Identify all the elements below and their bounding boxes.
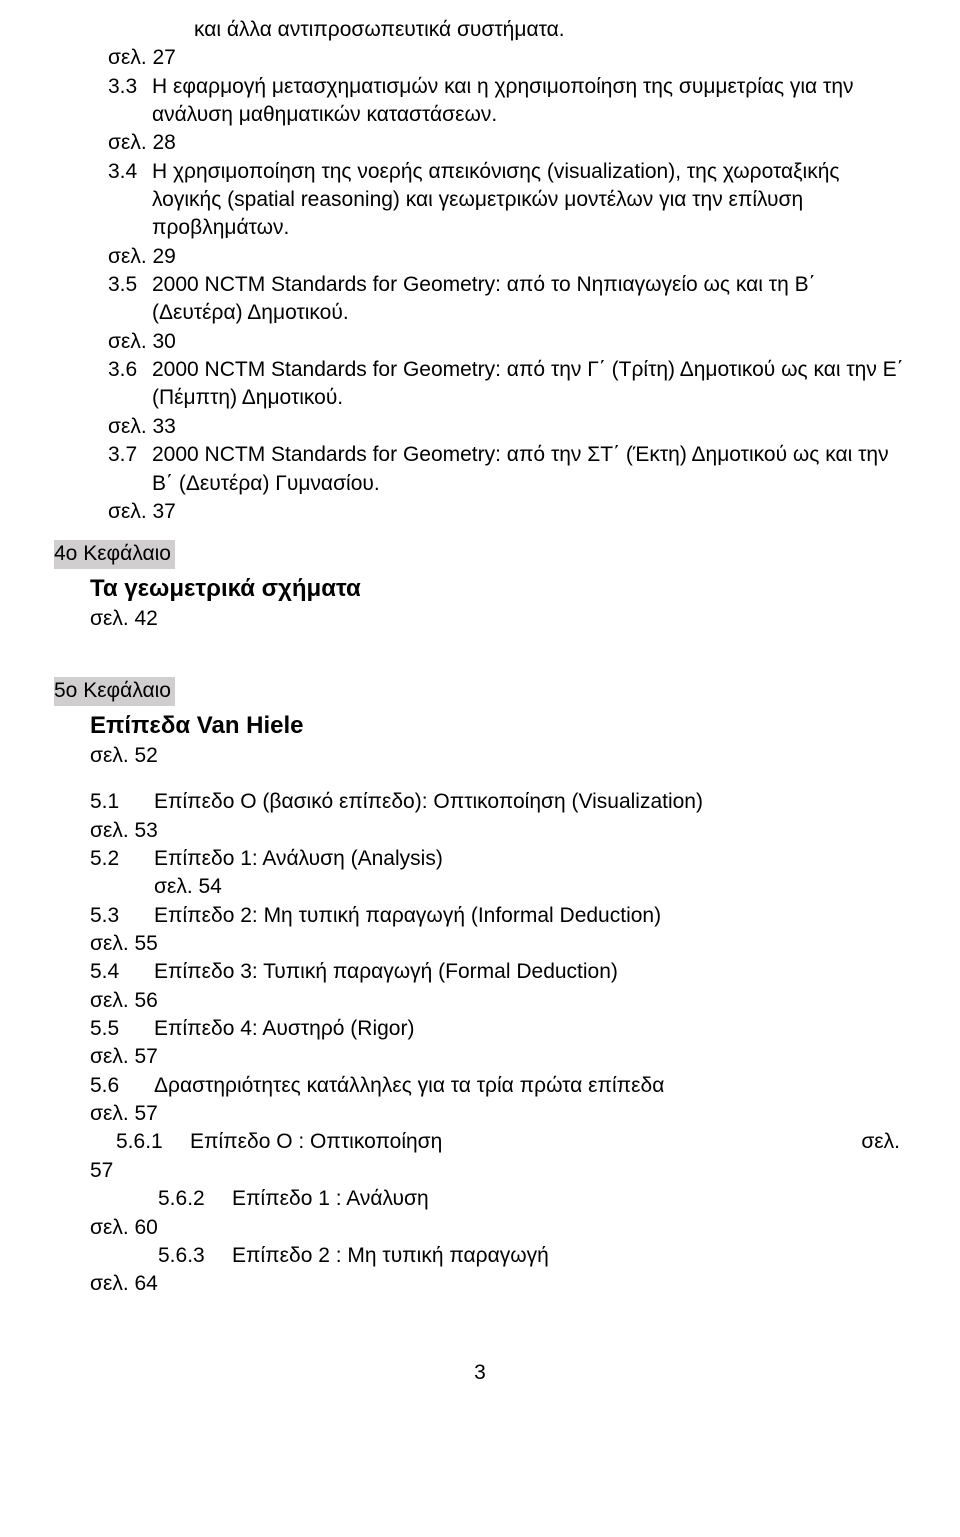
toc-entry-number: 3.7 (108, 441, 152, 498)
toc-entry: 5.6.2 Επίπεδο 1 : Ανάλυση σελ. 60 (90, 1185, 906, 1242)
toc-entry-text: Επίπεδο Ο : Οπτικοποίηση (190, 1128, 861, 1156)
toc-entry-page: σελ. 30 (108, 328, 906, 356)
toc-entry-tail: και άλλα αντιπροσωπευτικά συστήματα. σελ… (108, 16, 906, 73)
toc-entry: 5.6.1 Επίπεδο Ο : Οπτικοποίηση σελ. 57 (90, 1128, 906, 1185)
toc-entry-text: 2000 NCTM Standards for Geometry: από το… (152, 271, 906, 328)
toc-entry-page: σελ. 64 (90, 1270, 906, 1298)
toc-entry: 3.6 2000 NCTM Standards for Geometry: απ… (108, 356, 906, 441)
toc-entry-text: Η εφαρμογή μετασχηματισμών και η χρησιμο… (152, 73, 906, 130)
toc-entry-text: Επίπεδο Ο (βασικό επίπεδο): Οπτικοποίηση… (154, 788, 906, 816)
toc-entry-number: 3.5 (108, 271, 152, 328)
toc-entry-page: σελ. 33 (108, 413, 906, 441)
toc-entry: 3.3 Η εφαρμογή μετασχηματισμών και η χρη… (108, 73, 906, 158)
toc-entry-page: 57 (90, 1157, 906, 1185)
toc-entry-number: 5.6.3 (158, 1242, 232, 1270)
toc-entry-text: Επίπεδο 2 : Μη τυπική παραγωγή (232, 1242, 906, 1270)
chapter-page: σελ. 52 (90, 742, 906, 770)
toc-entry-page-right: σελ. (861, 1128, 906, 1156)
toc-entry-page: σελ. 53 (90, 817, 906, 845)
section-3-continuation: και άλλα αντιπροσωπευτικά συστήματα. σελ… (108, 16, 906, 526)
toc-entry-text: Επίπεδο 1 : Ανάλυση (232, 1185, 906, 1213)
toc-entry-number: 5.6.2 (158, 1185, 232, 1213)
toc-entry-text: Επίπεδο 2: Μη τυπική παραγωγή (Informal … (154, 902, 906, 930)
toc-entry-number: 5.1 (90, 788, 154, 816)
chapter-label: 4ο Κεφάλαιο (54, 540, 175, 568)
chapter-5-subsections: 5.1 Επίπεδο Ο (βασικό επίπεδο): Οπτικοπο… (90, 788, 906, 1298)
toc-entry: 5.4 Επίπεδο 3: Τυπική παραγωγή (Formal D… (90, 958, 906, 1015)
chapter-title: Τα γεωμετρικά σχήματα (90, 573, 906, 605)
toc-entry-page: σελ. 37 (108, 498, 906, 526)
chapter-title: Επίπεδα Van Hiele (90, 710, 906, 742)
chapter-4: 4ο Κεφάλαιο Τα γεωμετρικά σχήματα σελ. 4… (54, 526, 906, 633)
toc-entry: 5.5 Επίπεδο 4: Αυστηρό (Rigor) σελ. 57 (90, 1015, 906, 1072)
toc-entry-number: 3.6 (108, 356, 152, 413)
toc-entry-page: σελ. 56 (90, 987, 906, 1015)
toc-entry: 5.1 Επίπεδο Ο (βασικό επίπεδο): Οπτικοπο… (90, 788, 906, 845)
toc-entry: 3.4 Η χρησιμοποίηση της νοερής απεικόνισ… (108, 158, 906, 271)
toc-entry-page: σελ. 29 (108, 243, 906, 271)
toc-entry-page: σελ. 60 (90, 1214, 906, 1242)
toc-entry-number: 5.5 (90, 1015, 154, 1043)
toc-entry-page: σελ. 55 (90, 930, 906, 958)
toc-entry-text: Δραστηριότητες κατάλληλες για τα τρία πρ… (154, 1072, 906, 1100)
toc-entry-text: Επίπεδο 3: Τυπική παραγωγή (Formal Deduc… (154, 958, 906, 986)
toc-entry-number: 5.6.1 (90, 1128, 190, 1156)
toc-entry: 5.6.3 Επίπεδο 2 : Μη τυπική παραγωγή σελ… (90, 1242, 906, 1299)
toc-entry: 3.5 2000 NCTM Standards for Geometry: απ… (108, 271, 906, 356)
toc-entry-page: σελ. 28 (108, 129, 906, 157)
toc-entry-text: Η χρησιμοποίηση της νοερής απεικόνισης (… (152, 158, 906, 243)
toc-entry-number: 5.4 (90, 958, 154, 986)
toc-entry-text: Επίπεδο 4: Αυστηρό (Rigor) (154, 1015, 906, 1043)
toc-entry-text: 2000 NCTM Standards for Geometry: από τη… (152, 356, 906, 413)
toc-entry-page: σελ. 27 (108, 44, 906, 72)
toc-entry: 5.3 Επίπεδο 2: Μη τυπική παραγωγή (Infor… (90, 902, 906, 959)
toc-entry: 5.6 Δραστηριότητες κατάλληλες για τα τρί… (90, 1072, 906, 1129)
toc-entry-page: σελ. 57 (90, 1100, 906, 1128)
toc-entry-page: σελ. 57 (90, 1043, 906, 1071)
chapter-5: 5ο Κεφάλαιο Επίπεδα Van Hiele σελ. 52 5.… (54, 663, 906, 1298)
chapter-label: 5ο Κεφάλαιο (54, 677, 175, 705)
toc-entry: 3.7 2000 NCTM Standards for Geometry: απ… (108, 441, 906, 526)
chapter-page: σελ. 42 (90, 605, 906, 633)
toc-entry-number: 3.4 (108, 158, 152, 243)
toc-entry-number: 3.3 (108, 73, 152, 130)
toc-entry-text: 2000 NCTM Standards for Geometry: από τη… (152, 441, 906, 498)
toc-entry-text: Επίπεδο 1: Ανάλυση (Analysis) (154, 845, 906, 873)
toc-entry-number: 5.3 (90, 902, 154, 930)
toc-entry: 5.2 Επίπεδο 1: Ανάλυση (Analysis) σελ. 5… (90, 845, 906, 902)
toc-entry-text: και άλλα αντιπροσωπευτικά συστήματα. (194, 16, 906, 44)
toc-entry-page: σελ. 54 (154, 873, 906, 901)
page-footer-number: 3 (54, 1359, 906, 1387)
toc-entry-number: 5.2 (90, 845, 154, 873)
toc-entry-number: 5.6 (90, 1072, 154, 1100)
